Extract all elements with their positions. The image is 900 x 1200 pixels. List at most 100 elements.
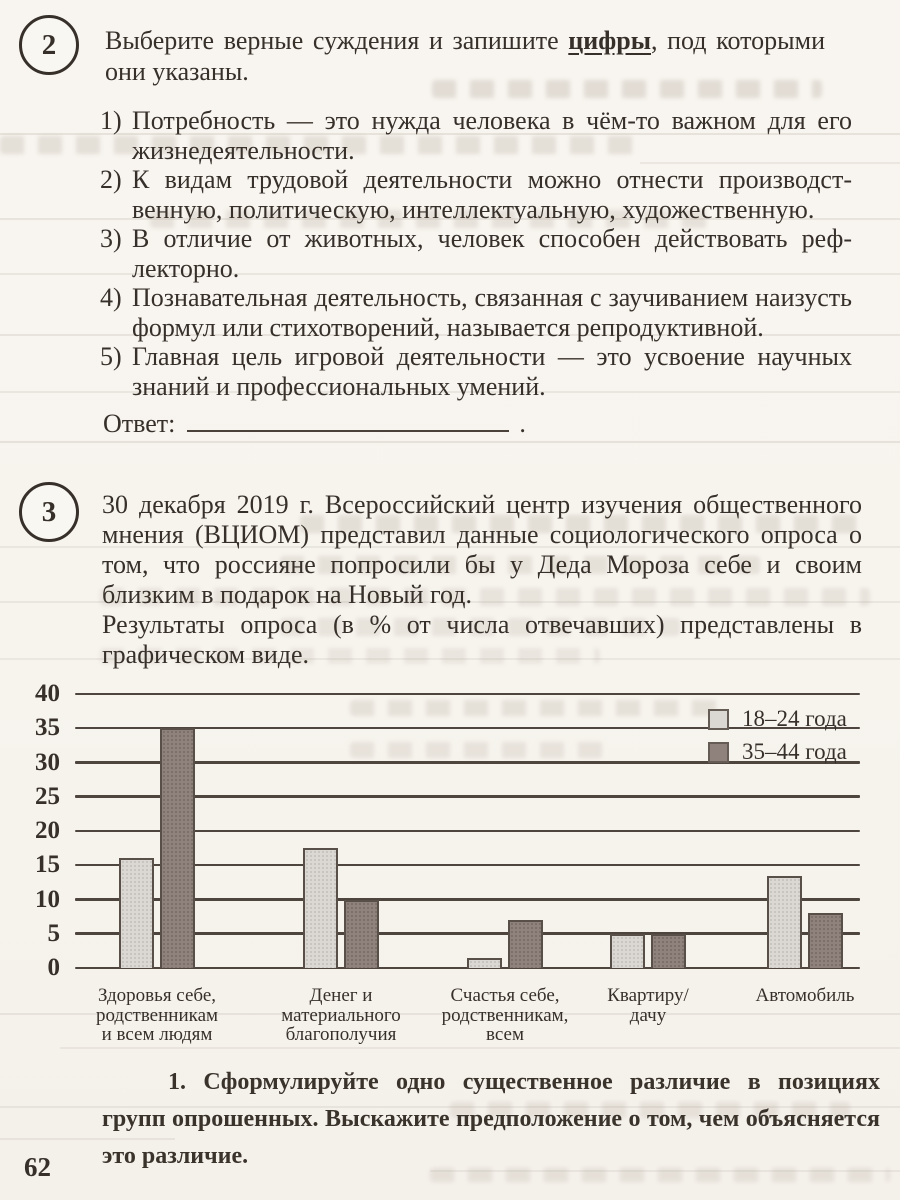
bleedthrough-smudge [100,588,870,606]
bar-group3-series2 [508,920,543,968]
statement-text: В отличие от животных, человек способен … [132,224,852,283]
statement-text: Познавательная деятельность, связанная с… [132,283,852,342]
bleedthrough-smudge [350,700,720,716]
category-label-line: родственникам, [441,1004,569,1026]
statement-number: 3) [100,224,122,253]
legend-swatch-1 [708,708,729,730]
gridline-5 [75,932,860,935]
statement-item: 1) Потребность — это нужда человека в чём… [100,106,852,165]
statement-number: 4) [100,283,122,312]
bleedthrough-smudge [150,210,710,228]
task-2-intro-after: , под которыми они указаны. [105,26,826,86]
bleedthrough-smudge [300,515,870,533]
bleedthrough-line [0,273,900,275]
category-label-line: материального [281,1004,401,1026]
statement-number: 2) [100,165,122,194]
category-label-line: всем [486,1024,524,1045]
gridline-20 [75,829,860,832]
task-3-number-circle: 3 [19,482,79,542]
statement-text: Главная цель игровой деятельности — это … [132,342,852,401]
task-3-paragraph-2: Результаты опроса (в % от числа отвечавш… [102,610,862,669]
task-3-question-1: 1. Сформулируйте одно существенное разли… [102,1069,880,1169]
y-axis-tick-5: 5 [47,919,61,947]
bar-group3-series1 [467,957,502,968]
statement-item: 2) К видам трудовой деятельности можно от… [100,165,852,224]
bar-group4-series2 [651,933,686,968]
category-label-1: Здоровья себе, родственникам и всем людям [52,986,262,1045]
answer-blank-line [187,404,510,432]
category-label-line: Квартиру/ [607,985,689,1006]
bleedthrough-smudge [450,1102,850,1118]
task-2-number: 2 [41,28,57,61]
statement-text: К видам трудовой деятельности можно отне… [132,165,852,224]
task-3-number: 3 [41,495,57,528]
bleedthrough-line [0,601,900,603]
bleedthrough-line [0,1138,175,1140]
answer-row: Ответ:. [103,404,526,439]
answer-period: . [519,409,526,438]
category-label-line: дачу [629,1004,667,1026]
bar-group5-series2 [808,913,843,968]
task-2-intro-emphasis: цифры [568,26,651,55]
gridline-10 [75,898,860,901]
category-label-line: родственникам [95,1004,219,1026]
statement-item: 5) Главная цель игровой деятельности — эт… [100,342,852,401]
bleedthrough-line [0,1013,900,1015]
bleedthrough-line [0,658,900,660]
bar-group2-series1 [303,848,338,968]
legend-label-1: 18–24 года [742,706,847,731]
bleedthrough-line [60,1047,900,1049]
bar-group5-series1 [767,875,802,968]
y-axis-tick-40: 40 [35,680,60,707]
bleedthrough-line [0,546,900,548]
legend-swatch-2 [708,741,729,763]
bleedthrough-line [0,334,900,336]
statement-number: 1) [100,106,122,135]
legend-item-2: 35–44 года [708,739,847,765]
page-number: 62 [24,1152,51,1182]
statement-item: 4) Познавательная деятельность, связанная… [100,283,852,342]
bleedthrough-smudge [350,742,610,758]
bleedthrough-smudge [280,618,680,636]
y-axis-tick-20: 20 [35,817,60,844]
gridline-30 [75,761,860,764]
bleedthrough-line [0,391,900,393]
bleedthrough-smudge [100,648,600,664]
bleedthrough-smudge [280,556,760,574]
task-2-number-circle: 2 [19,15,79,75]
gridline-15 [75,863,860,867]
bar-group1-series2 [160,728,195,968]
bleedthrough-line [0,133,900,135]
legend-item-1: 18–24 года [708,706,847,732]
answer-label: Ответ: [103,409,176,438]
bleedthrough-line [640,162,900,164]
gridline-25 [75,795,860,798]
bleedthrough-line [0,441,900,443]
category-label-5: Автомобиль [700,986,900,1006]
bleedthrough-line [0,218,900,220]
bar-chart: 18–24 года 35–44 года 0 5 10 15 20 25 30 35 40 Здор… [0,680,900,1071]
gridline-35 [75,726,860,730]
bar-group4-series1 [610,933,645,968]
statement-item: 3) В отличие от животных, человек способе… [100,224,852,283]
category-label-line: Денег и [309,985,373,1006]
chart-plot-area: 18–24 года 35–44 года [75,692,860,969]
y-axis-tick-0: 0 [47,954,61,981]
y-axis-tick-10: 10 [35,885,60,913]
bleedthrough-smudge [0,136,640,154]
bleedthrough-line [0,1106,900,1108]
category-label-3: Счастья себе, родственникам, всем [400,986,610,1045]
category-label-line: и всем людям [101,1024,213,1045]
task-2-intro-before: Выберите верные суждения и запишите [105,26,569,55]
bar-group1-series1 [119,858,154,968]
bleedthrough-smudge [432,80,822,98]
y-axis-tick-35: 35 [35,714,60,742]
task-3-paragraph-1: 30 декабря 2019 г. Всероссийский центр и… [102,490,862,609]
category-label-line: благополучия [285,1024,397,1045]
y-axis-tick-15: 15 [35,851,60,879]
task-3-text: 30 декабря 2019 г. Всероссийский центр и… [102,490,862,670]
task-2-statement-list: 1) Потребность — это нужда человека в чём… [100,106,852,401]
bleedthrough-line [430,1170,900,1172]
legend-label-2: 35–44 года [742,739,847,764]
